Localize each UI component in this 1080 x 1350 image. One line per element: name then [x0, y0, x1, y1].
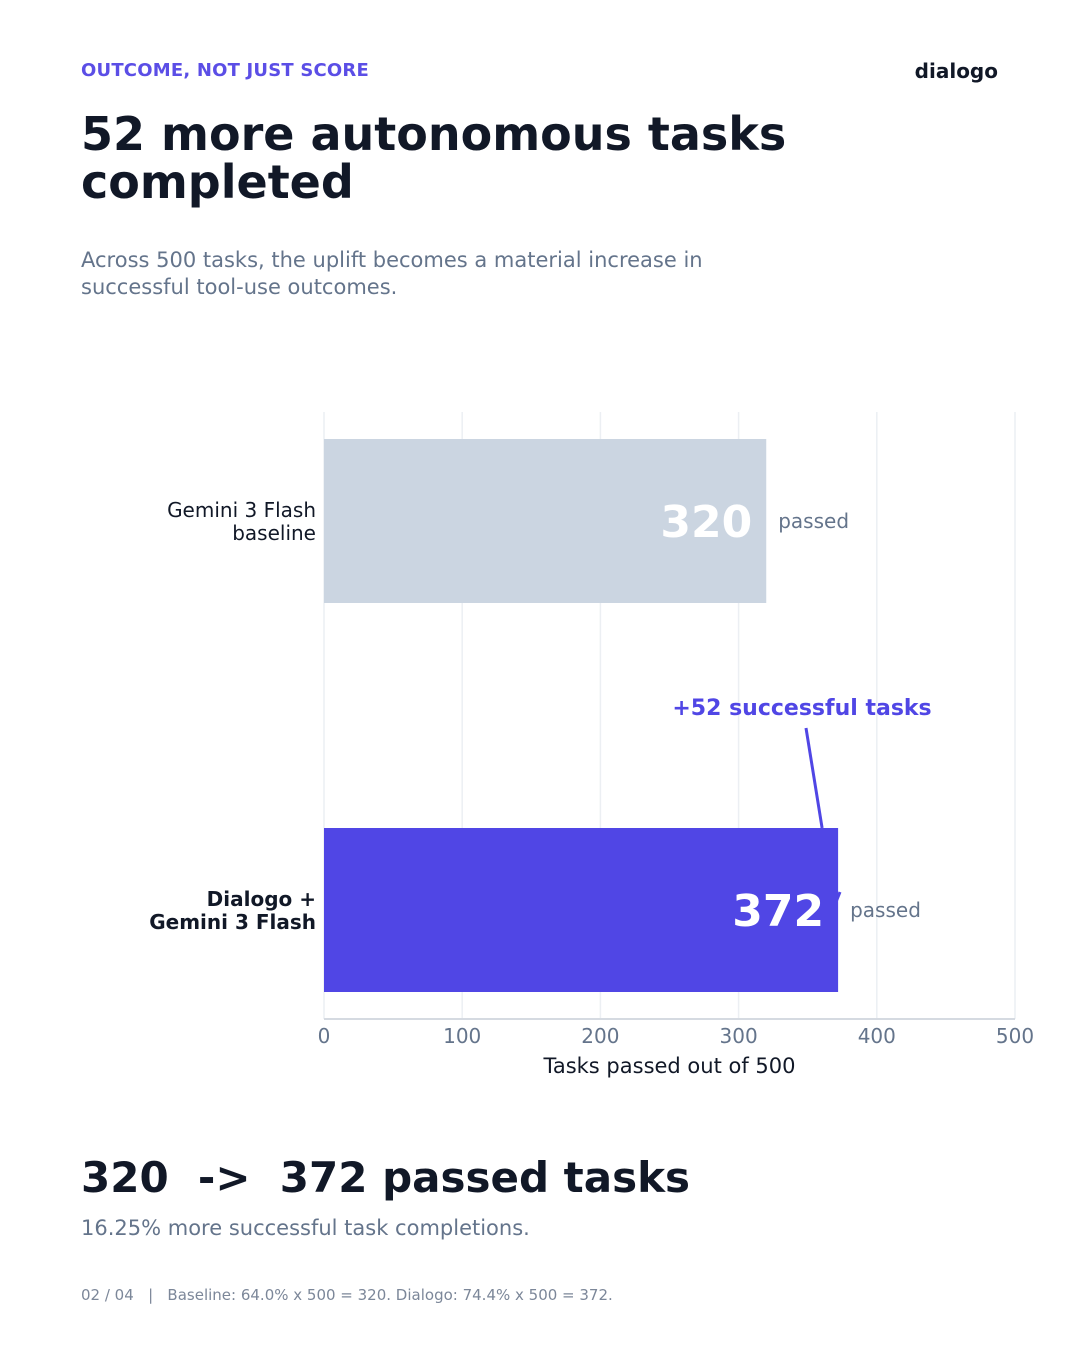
x-tick-label-500: 500	[996, 1024, 1034, 1048]
bar-suffix-label-0: passed	[778, 509, 849, 533]
bar-1	[324, 828, 839, 992]
category-label-1-0: Dialogo +	[207, 887, 316, 911]
headline-stat: 320 -> 372 passed tasks	[81, 1153, 690, 1202]
x-tick-label-100: 100	[443, 1024, 481, 1048]
category-label-0-0: Gemini 3 Flash	[167, 498, 316, 522]
category-label-1-1: Gemini 3 Flash	[149, 910, 316, 934]
annotation-label: +52 successful tasks	[672, 696, 931, 721]
category-label-0-1: baseline	[232, 521, 316, 545]
x-tick-label-0: 0	[318, 1024, 331, 1048]
eyebrow-label: OUTCOME, NOT JUST SCORE	[81, 60, 369, 81]
brand-logo: dialogo	[914, 59, 998, 83]
bar-0	[324, 439, 767, 603]
annotation-arrow-head	[834, 891, 842, 903]
chart-container: 320 passed Gemini 3 Flash baseline 372 passed…	[149, 412, 1034, 1078]
page-title: 52 more autonomous tasks completed	[81, 107, 787, 209]
footer-note: 02 / 04 | Baseline: 64.0% x 500 = 320. D…	[81, 1286, 613, 1304]
bar-suffix-label-1: passed	[850, 898, 921, 922]
bar-value-label-0: 320	[660, 497, 752, 548]
x-tick-label-300: 300	[720, 1024, 758, 1048]
annotation-arrow-line	[804, 727, 824, 829]
page-subtitle: Across 500 tasks, the uplift becomes a m…	[81, 248, 703, 299]
x-tick-label-400: 400	[858, 1024, 896, 1048]
headline-subtext: 16.25% more successful task completions.	[81, 1216, 530, 1240]
x-tick-label-200: 200	[581, 1024, 619, 1048]
bar-value-label-1: 372	[732, 886, 824, 937]
x-axis-title: Tasks passed out of 500	[542, 1054, 795, 1078]
